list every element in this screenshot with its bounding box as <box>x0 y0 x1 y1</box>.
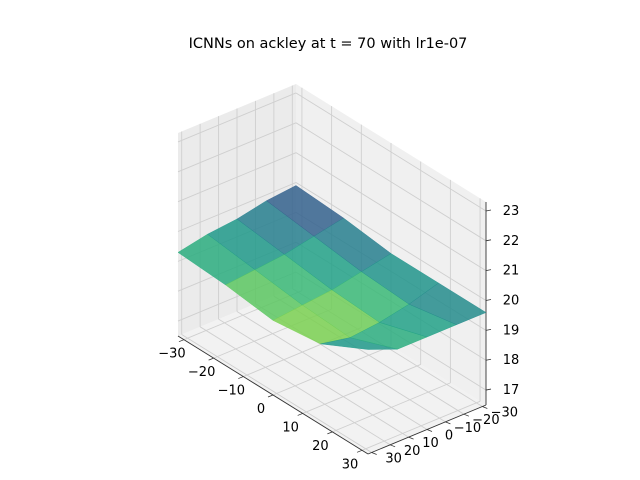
y-tick <box>463 413 470 417</box>
y-tick <box>371 452 377 455</box>
x-tick-label: −30 <box>158 347 185 362</box>
x-tick <box>208 357 214 361</box>
y-tick <box>445 421 451 425</box>
gridline-y-floor <box>236 311 428 430</box>
z-tick <box>485 269 492 272</box>
x-tick-label: −20 <box>188 365 215 380</box>
x-tick-label: −10 <box>218 384 245 399</box>
y-tick <box>408 436 414 440</box>
z-tick <box>485 328 492 331</box>
tick-labels: −30−20−100102030−30−20−10010203017181920… <box>158 204 519 472</box>
tick-marks <box>178 209 492 455</box>
z-tick-label: 18 <box>503 353 520 368</box>
x-tick <box>327 431 333 435</box>
y-tick <box>389 444 396 448</box>
x-tick-label: 10 <box>282 420 299 435</box>
y-tick-label: −30 <box>491 406 518 421</box>
gridline-z-left <box>177 152 297 203</box>
x-tick <box>178 339 185 343</box>
chart-title: ICNNs on ackley at t = 70 with lr1e-07 <box>189 36 468 52</box>
z-tick <box>485 299 492 301</box>
x-tick <box>267 394 274 398</box>
y-tick-label: −20 <box>472 413 499 428</box>
y-tick-label: −10 <box>454 421 481 436</box>
gridline-z-right <box>295 152 487 272</box>
gridline-z-right <box>295 182 487 301</box>
surface-patch <box>408 282 487 325</box>
surface-plot <box>177 185 487 350</box>
x-tick <box>297 413 303 416</box>
gridline-z-left <box>177 182 297 232</box>
z-tick-label: 19 <box>503 323 520 338</box>
x-tick-label: 30 <box>342 457 359 472</box>
z-tick-label: 22 <box>503 234 520 249</box>
z-tick-label: 23 <box>503 204 520 219</box>
y-tick <box>482 406 488 409</box>
x-tick-label: 20 <box>312 439 329 454</box>
gridline-y-floor <box>181 334 372 453</box>
gridline-z-left <box>177 92 297 143</box>
y-tick <box>426 429 433 432</box>
y-tick-label: 20 <box>404 444 421 459</box>
z-tick <box>485 209 492 212</box>
z-tick-label: 21 <box>503 264 520 279</box>
gridline-z-right <box>295 92 487 212</box>
gridline-z-left <box>177 122 297 173</box>
x-tick <box>238 376 244 379</box>
z-tick <box>485 239 492 242</box>
gridline-y-floor <box>199 326 391 446</box>
z-tick <box>485 388 492 391</box>
y-tick-label: 30 <box>385 451 402 466</box>
z-tick-label: 20 <box>503 294 520 309</box>
y-tick-label: 0 <box>445 429 453 444</box>
z-tick <box>485 358 492 361</box>
y-tick-label: 10 <box>422 436 439 451</box>
gridline-y-floor <box>218 318 409 438</box>
x-tick-label: 0 <box>257 402 265 417</box>
z-tick-label: 17 <box>503 383 520 398</box>
x-tick <box>356 449 363 453</box>
gridline-z-right <box>295 122 487 242</box>
